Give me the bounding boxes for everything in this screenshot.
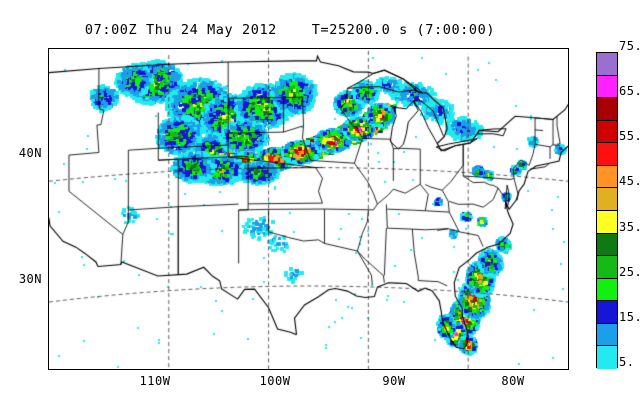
colorbar-label-25: 25. — [619, 264, 640, 279]
colorbar-band-6 — [597, 233, 617, 257]
colorbar-band-11 — [597, 120, 617, 144]
ytick-label-30n: 30N — [18, 272, 42, 286]
colorbar-band-5 — [597, 256, 617, 279]
colorbar-band-9 — [597, 165, 617, 189]
colorbar-label-35: 35. — [619, 219, 640, 234]
xtick-label-80w: 80W — [501, 374, 525, 388]
colorbar-band-10 — [597, 143, 617, 166]
xtick-label-110w: 110W — [139, 374, 171, 388]
ytick-label-40n: 40N — [18, 146, 42, 160]
colorbar-label-5: 5. — [619, 355, 635, 369]
colorbar-band-13 — [597, 75, 617, 99]
colorbar-band-1 — [597, 346, 617, 369]
radar-reflectivity-canvas — [49, 49, 568, 369]
colorbar-label-75: 75. — [619, 39, 640, 53]
colorbar-band-4 — [597, 278, 617, 302]
colorbar-label-45: 45. — [619, 174, 640, 189]
colorbar-label-55: 55. — [619, 129, 640, 144]
colorbar-label-65: 65. — [619, 84, 640, 99]
page-title: 07:00Z Thu 24 May 2012 T=25200.0 s (7:00… — [84, 22, 496, 38]
colorbar — [596, 52, 618, 369]
colorbar-band-12 — [597, 98, 617, 121]
colorbar-label-15: 15. — [619, 309, 640, 324]
xtick-label-100w: 100W — [259, 374, 291, 388]
colorbar-band-7 — [597, 210, 617, 234]
colorbar-band-3 — [597, 301, 617, 324]
xtick-label-90w: 90W — [382, 374, 406, 388]
colorbar-band-14 — [597, 53, 617, 76]
colorbar-band-2 — [597, 323, 617, 347]
radar-map-plot — [48, 48, 569, 370]
colorbar-band-8 — [597, 188, 617, 211]
